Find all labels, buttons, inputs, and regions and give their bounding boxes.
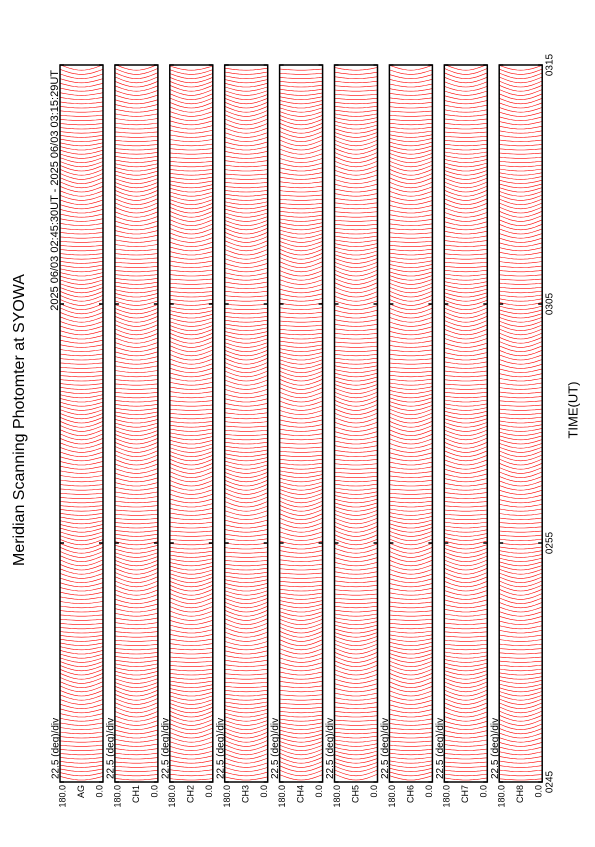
- x-tick-label: 0315: [545, 53, 556, 76]
- y-tick-label: 0.0: [204, 785, 214, 798]
- channel-label: CH8: [515, 785, 525, 803]
- y-tick-label: 0.0: [149, 785, 159, 798]
- channel-label: CH7: [460, 785, 470, 803]
- x-tick-label: 0255: [545, 531, 556, 554]
- scale-label: 22.5 (deg)/div: [51, 718, 62, 779]
- panel-frame: [498, 64, 543, 783]
- rotated-plot: Meridian Scanning Photomter at SYOWA 202…: [11, 53, 580, 807]
- scale-label: 22.5 (deg)/div: [160, 718, 171, 779]
- y-tick-label: 180.0: [387, 785, 397, 808]
- channel-label: CH1: [131, 785, 141, 803]
- scale-label: 22.5 (deg)/div: [325, 718, 336, 779]
- panel-frame: [278, 64, 324, 783]
- chart-title: Meridian Scanning Photomter at SYOWA: [11, 274, 28, 566]
- y-tick-label: 180.0: [222, 785, 232, 808]
- y-tick-label: 0.0: [424, 785, 434, 798]
- y-tick-label: 0.0: [314, 785, 324, 798]
- y-tick-label: 180.0: [442, 785, 452, 808]
- scan-trace: [279, 68, 323, 781]
- panel-frame: [169, 64, 214, 783]
- scan-trace: [224, 67, 268, 781]
- channel-label: CH3: [241, 785, 251, 803]
- panel-frame: [388, 64, 434, 783]
- panel-frame: [114, 64, 159, 783]
- x-axis-label: TIME(UT): [565, 381, 580, 438]
- channel-label: CH4: [295, 785, 305, 803]
- scale-label: 22.5 (deg)/div: [270, 718, 281, 779]
- scale-label: 22.5 (deg)/div: [380, 718, 391, 779]
- chart-subtitle: 2025 06/03 02:45:30UT - 2025 06/03 03:15…: [49, 70, 61, 311]
- y-tick-label: 180.0: [167, 785, 177, 808]
- y-tick-label: 180.0: [332, 785, 342, 808]
- panel-frame: [223, 64, 269, 783]
- y-tick-label: 180.0: [57, 785, 67, 808]
- channel-label: AG: [76, 785, 86, 798]
- channel-label: CH2: [186, 785, 196, 803]
- y-tick-label: 180.0: [277, 785, 287, 808]
- y-tick-label: 0.0: [479, 785, 489, 798]
- scan-trace: [59, 64, 104, 781]
- scan-trace: [114, 64, 159, 781]
- scan-trace: [169, 65, 213, 781]
- y-tick-label: 180.0: [497, 785, 507, 808]
- scan-trace: [334, 67, 378, 781]
- panel-frame: [333, 64, 379, 783]
- scale-label: 22.5 (deg)/div: [215, 718, 226, 779]
- y-tick-label: 0.0: [259, 785, 269, 798]
- scale-label: 22.5 (deg)/div: [490, 718, 501, 779]
- channel-label: CH5: [350, 785, 360, 803]
- y-tick-label: 180.0: [112, 785, 122, 808]
- scan-trace: [499, 65, 543, 781]
- scale-label: 22.5 (deg)/div: [106, 718, 117, 779]
- channel-label: CH6: [405, 785, 415, 803]
- scale-label: 22.5 (deg)/div: [435, 718, 446, 779]
- x-tick-label: 0245: [545, 770, 556, 793]
- scan-trace: [389, 64, 433, 781]
- panel-frame: [59, 64, 104, 783]
- y-tick-label: 0.0: [369, 785, 379, 798]
- x-tick-label: 0305: [545, 292, 556, 315]
- scan-trace: [444, 64, 488, 781]
- panel-frame: [443, 64, 489, 783]
- y-tick-label: 0.0: [94, 785, 104, 798]
- y-tick-label: 0.0: [534, 785, 544, 798]
